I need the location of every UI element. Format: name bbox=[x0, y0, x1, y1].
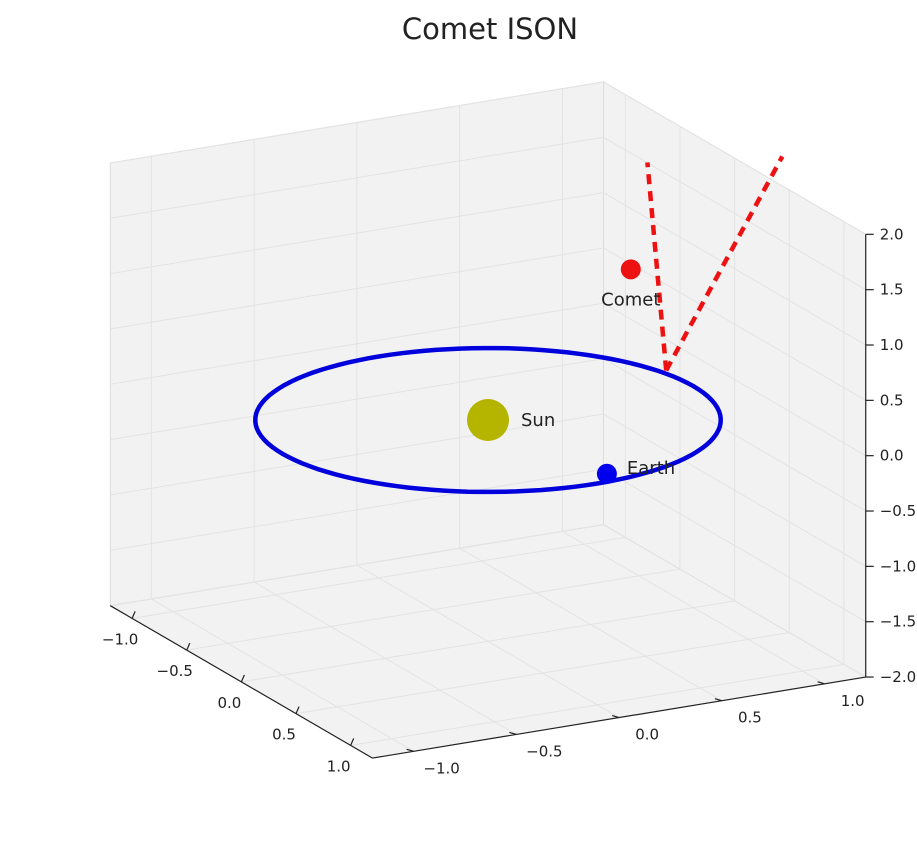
grid-line bbox=[603, 358, 866, 512]
y-tick-label: 0.5 bbox=[738, 709, 762, 727]
y-tick-label: 0.0 bbox=[635, 726, 659, 744]
x-tick-label: 0.5 bbox=[272, 726, 296, 744]
x-tick-label: 0.0 bbox=[217, 694, 241, 712]
grid-line bbox=[110, 358, 604, 441]
earth-label: Earth bbox=[627, 458, 675, 479]
x-tick bbox=[350, 738, 355, 746]
grid-line bbox=[253, 581, 517, 735]
grid-line bbox=[603, 81, 866, 235]
tick-labels: −1.0 −0.5 0.0 0.5 1.0 −1.0 −0.5 0.0 0.5 1.0 −2.0 −1… bbox=[102, 225, 916, 777]
grid-line bbox=[110, 192, 604, 275]
sun-marker bbox=[467, 399, 509, 441]
grid-line bbox=[110, 468, 604, 551]
z-tick-label: −0.5 bbox=[880, 502, 916, 520]
z-tick-label: 1.0 bbox=[880, 336, 904, 354]
grid-line bbox=[459, 547, 723, 702]
z-tick-label: −2.0 bbox=[880, 668, 916, 686]
x-tick-label: −0.5 bbox=[157, 662, 193, 680]
grid-line bbox=[603, 413, 866, 567]
y-tick bbox=[406, 748, 414, 752]
grid-line bbox=[603, 192, 866, 346]
grid-line bbox=[151, 598, 414, 752]
series-layer bbox=[253, 155, 785, 495]
x-tick bbox=[240, 674, 245, 683]
z-tick-label: −1.0 bbox=[880, 557, 916, 575]
grid-line bbox=[110, 302, 604, 385]
y-tick-label: −1.0 bbox=[423, 759, 459, 777]
tick-marks bbox=[131, 233, 874, 752]
grid-line bbox=[562, 530, 825, 685]
grid-line bbox=[110, 524, 604, 607]
y-tick-label: 1.0 bbox=[841, 692, 865, 710]
x-tick bbox=[295, 706, 300, 714]
grid-line bbox=[110, 81, 604, 164]
grid-line bbox=[110, 413, 604, 496]
z-tick-label: −1.5 bbox=[880, 613, 916, 631]
grid-line bbox=[603, 524, 866, 678]
y-tick bbox=[817, 681, 825, 685]
y-tick bbox=[714, 698, 723, 702]
grid-line bbox=[603, 468, 866, 623]
x-axis-line bbox=[109, 605, 373, 759]
grid-line bbox=[603, 302, 866, 457]
comet-path bbox=[664, 155, 785, 372]
x-tick-label: 1.0 bbox=[327, 757, 351, 775]
x-tick-label: −1.0 bbox=[102, 630, 138, 648]
z-tick-label: 0.5 bbox=[880, 391, 904, 409]
comet-label: Comet bbox=[601, 289, 660, 310]
z-tick-label: 2.0 bbox=[880, 225, 904, 243]
grid-line bbox=[110, 136, 604, 219]
y-tick-label: −0.5 bbox=[526, 742, 562, 760]
comet-path bbox=[645, 162, 669, 371]
grid-lines bbox=[110, 81, 866, 752]
earth-marker bbox=[596, 463, 617, 484]
grid-line bbox=[110, 247, 604, 330]
y-tick bbox=[509, 731, 517, 736]
y-tick bbox=[611, 714, 620, 719]
comet-marker bbox=[620, 259, 641, 280]
earth-orbit bbox=[253, 345, 723, 495]
grid-line bbox=[356, 564, 620, 718]
x-tick bbox=[186, 642, 191, 651]
sun-label: Sun bbox=[521, 410, 555, 431]
z-tick-label: 1.5 bbox=[880, 281, 904, 299]
chart-title: Comet ISON bbox=[402, 12, 578, 46]
grid-line bbox=[603, 247, 866, 401]
points-layer: Sun Earth Comet bbox=[467, 259, 675, 484]
x-tick bbox=[131, 611, 136, 619]
z-tick-label: 0.0 bbox=[880, 447, 904, 465]
